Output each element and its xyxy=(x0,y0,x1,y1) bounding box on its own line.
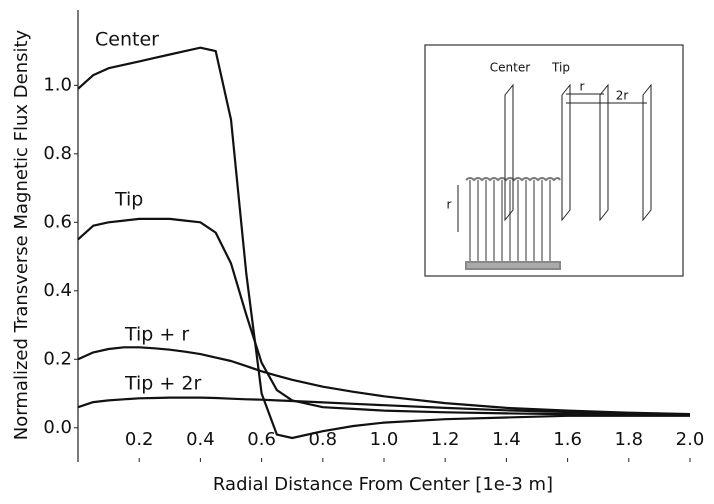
y-tick-label: 0.8 xyxy=(43,143,72,164)
y-axis-title: Normalized Transverse Magnetic Flux Dens… xyxy=(11,29,32,440)
series-line xyxy=(77,46,690,440)
y-tick-label: 0.2 xyxy=(43,348,72,369)
inset-frame xyxy=(424,44,684,277)
x-tick-label: 0.4 xyxy=(186,429,215,450)
y-tick-label: 1.0 xyxy=(43,74,72,95)
series-line xyxy=(77,396,691,416)
series-label: Tip + r xyxy=(124,324,189,346)
planes xyxy=(457,83,652,232)
inset-label: Tip xyxy=(551,61,570,75)
inset-label: r xyxy=(580,80,585,94)
x-tick-label: 0.8 xyxy=(308,429,337,450)
y-tick-label: 0.6 xyxy=(43,211,72,232)
series-line xyxy=(77,217,691,417)
inset-label: r xyxy=(447,198,452,212)
series-label: Tip + 2r xyxy=(124,373,201,395)
series-label: Center xyxy=(95,29,159,51)
x-tick-label: 1.0 xyxy=(370,429,399,450)
inset-label: 2r xyxy=(616,89,629,103)
x-tick-label: 0.6 xyxy=(247,429,276,450)
x-tick-label: 1.4 xyxy=(492,429,521,450)
x-tick-label: 1.8 xyxy=(614,429,643,450)
series-line xyxy=(77,346,691,416)
x-axis-title: Radial Distance From Center [1e-3 m] xyxy=(213,474,553,495)
x-tick-label: 1.2 xyxy=(431,429,460,450)
y-tick-label: 0.4 xyxy=(43,280,72,301)
inset: Center Tip r 2r r xyxy=(424,44,684,277)
x-tick-label: 2.0 xyxy=(676,429,705,450)
x-tick-label: 1.6 xyxy=(553,429,582,450)
inset-label: Center xyxy=(490,61,530,75)
series-label: Tip xyxy=(114,189,143,211)
x-tick-label: 0.2 xyxy=(125,429,154,450)
coil xyxy=(465,177,561,270)
y-tick-label: 0.0 xyxy=(43,417,72,438)
